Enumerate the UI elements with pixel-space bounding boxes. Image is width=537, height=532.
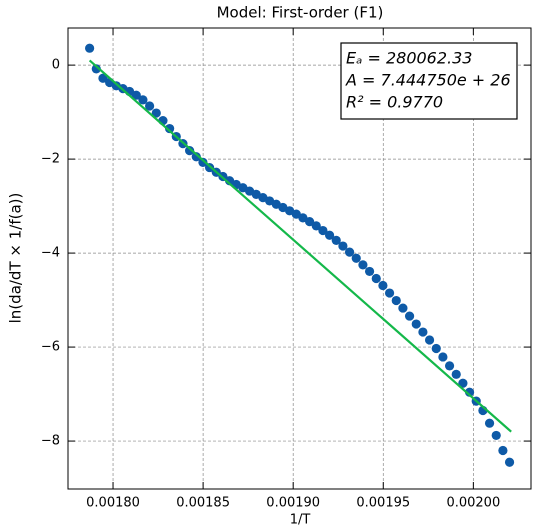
x-tick-label: 0.00195 [356,496,410,511]
data-point [318,225,328,236]
data-point [165,123,175,134]
y-tick-label: −8 [41,434,60,449]
data-point [438,352,448,362]
x-tick-label: 0.00180 [86,496,140,511]
data-point [344,247,355,257]
data-point [331,235,341,246]
y-tick-label: −6 [41,340,60,355]
x-tick-label: 0.00200 [446,496,500,511]
data-point [311,221,321,231]
data-point [358,260,368,270]
y-tick-label: −2 [41,152,60,167]
data-point [424,335,435,345]
x-tick-label: 0.00185 [176,496,230,511]
data-point [371,273,381,284]
data-point [398,303,408,313]
data-point [131,90,141,100]
data-point [498,445,508,456]
data-point [291,209,301,219]
data-point [91,64,101,74]
fit-line [88,59,512,433]
data-point [98,73,108,83]
data-point [411,319,421,329]
x-tick-label: 0.00190 [266,496,320,511]
data-point [431,343,441,354]
data-point [391,295,401,306]
annotation: R² = 0.9770 [346,93,443,112]
data-point [458,378,468,388]
data-point [351,253,361,263]
annotation: Eₐ = 280062.33 [346,49,472,68]
data-point [138,95,148,105]
data-point [191,152,201,162]
data-point [404,311,415,321]
data-point [484,418,495,428]
data-point [378,280,388,291]
data-point [85,43,95,53]
data-point [338,241,348,251]
data-point [418,327,428,337]
data-point [444,361,455,371]
y-axis-label: ln(da/dT × 1/f(a)) [7,193,25,324]
y-tick-label: 0 [52,58,60,73]
data-point [298,213,308,223]
data-point [304,217,315,227]
plot-frame [67,27,532,490]
data-point [324,230,335,240]
annotation-box [340,42,518,120]
data-point [151,108,161,118]
data-point [145,101,155,111]
data-point [504,457,515,467]
chart-title: Model: First-order (F1) [217,4,384,22]
x-axis-label: 1/T [290,513,311,528]
data-point [198,157,208,167]
data-point [491,430,501,441]
data-point [384,288,395,298]
data-point [451,369,461,379]
data-point [464,387,475,397]
data-point [364,266,375,277]
data-point [185,146,195,156]
y-tick-label: −4 [41,246,60,261]
annotation: A = 7.444750e + 26 [345,71,511,90]
